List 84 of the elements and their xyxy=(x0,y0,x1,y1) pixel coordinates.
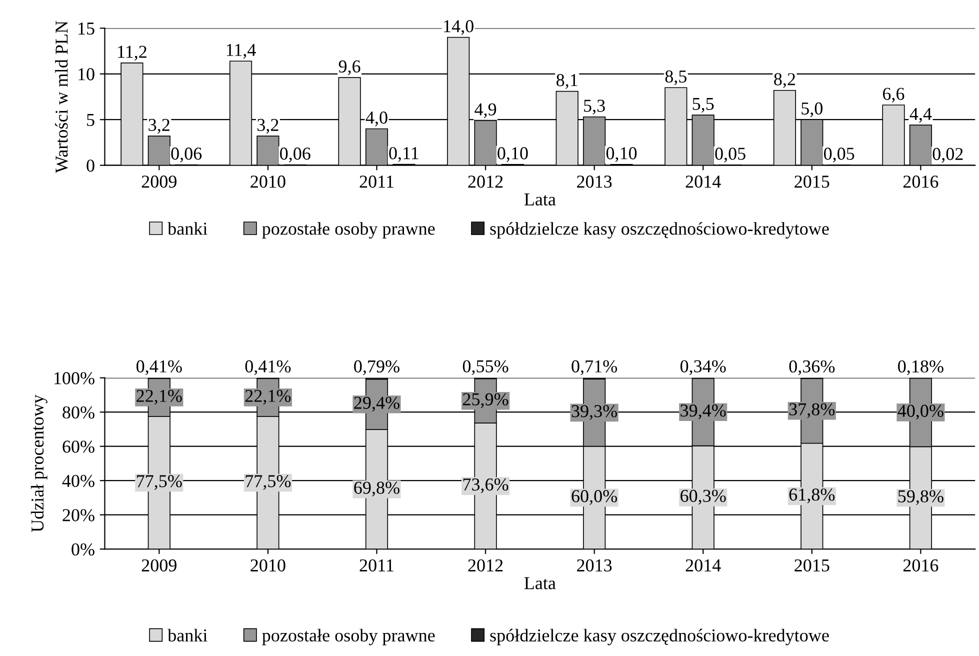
data-label: 0,10 xyxy=(498,147,528,162)
data-label: 0,36% xyxy=(789,360,835,376)
x-axis-title: Lata xyxy=(524,577,556,590)
data-label: 8,5 xyxy=(665,70,686,86)
data-label: 69,8% xyxy=(354,482,400,496)
data-label: 3,2 xyxy=(148,118,170,134)
data-label: 25,9% xyxy=(462,393,508,408)
data-label: 11,2 xyxy=(118,46,146,60)
data-label: 0,18% xyxy=(898,360,944,376)
data-label: 0,10 xyxy=(606,147,637,162)
data-label: 14,0 xyxy=(444,20,474,35)
data-label: 0,55% xyxy=(462,360,508,375)
x-tick-label: 2009 xyxy=(142,559,176,572)
y-tick-label: 40% xyxy=(62,474,94,488)
data-label: 6,6 xyxy=(882,88,904,103)
y-tick-label: 15 xyxy=(78,22,94,35)
x-tick-label: 2016 xyxy=(903,176,938,188)
data-label: 77,5% xyxy=(246,475,291,490)
y-tick-label: 0% xyxy=(72,543,94,556)
x-axis-title: Lata xyxy=(524,194,556,206)
x-tick-label: 2014 xyxy=(686,559,721,572)
x-tick-label: 2013 xyxy=(577,559,612,572)
y-tick-label: 0 xyxy=(86,160,94,172)
data-label: 9,6 xyxy=(338,60,360,76)
data-label: 29,4% xyxy=(354,396,400,412)
x-tick-label: 2009 xyxy=(142,176,176,188)
data-label: 0,71% xyxy=(572,360,618,376)
y-tick-label: 60% xyxy=(62,440,94,453)
data-label: 0,79% xyxy=(354,360,400,376)
data-label: 22,1% xyxy=(245,390,291,405)
y-tick-label: 100% xyxy=(54,372,94,384)
data-label: 0,41% xyxy=(245,360,291,376)
data-label: 73,6% xyxy=(463,478,508,494)
data-label: 22,1% xyxy=(136,390,182,405)
x-tick-label: 2015 xyxy=(794,559,830,572)
x-tick-label: 2011 xyxy=(360,559,394,572)
data-label: 61,8% xyxy=(789,488,835,504)
data-label: 4,9 xyxy=(474,103,496,118)
data-label: 5,5 xyxy=(692,98,714,113)
data-label: 8,1 xyxy=(556,74,578,89)
data-label: 3,2 xyxy=(258,118,278,134)
data-label: 40,0% xyxy=(898,404,944,420)
x-tick-label: 2013 xyxy=(577,176,612,188)
data-label: 5,3 xyxy=(584,100,605,114)
y-tick-label: 5 xyxy=(87,114,94,126)
x-tick-label: 2014 xyxy=(686,176,721,188)
data-label: 0,06 xyxy=(280,148,310,162)
data-label: 37,8% xyxy=(789,403,835,418)
data-label: 39,4% xyxy=(680,404,726,420)
x-tick-label: 2016 xyxy=(903,559,938,572)
legend-label: banki xyxy=(168,628,208,642)
x-tick-label: 2015 xyxy=(794,176,830,188)
data-label: 0,05 xyxy=(715,148,746,162)
data-label: 8,2 xyxy=(774,73,795,88)
x-tick-label: 2010 xyxy=(250,176,286,188)
data-label: 39,3% xyxy=(572,405,618,420)
data-label: 59,8% xyxy=(898,490,944,505)
x-tick-label: 2012 xyxy=(468,559,503,572)
data-label: 11,4 xyxy=(226,44,256,59)
legend-label: pozostałe osoby prawne xyxy=(262,222,435,239)
x-tick-label: 2012 xyxy=(468,176,503,188)
data-label: 0,05 xyxy=(824,148,854,162)
legend-label: spółdzielcze kasy oszczędnościowo-kredytowe xyxy=(490,628,829,646)
data-label: 60,3% xyxy=(680,490,726,505)
data-label: 4,4 xyxy=(910,108,932,123)
data-label: 77,5% xyxy=(137,475,182,490)
y-tick-label: 10 xyxy=(78,68,94,80)
y-tick-label: 20% xyxy=(62,509,94,522)
data-label: 0,11 xyxy=(389,147,418,162)
legend-label: pozostałe osoby prawne xyxy=(262,628,435,646)
data-label: 60,0% xyxy=(572,490,618,505)
y-axis-title: Udział procentowy xyxy=(30,394,48,532)
y-tick-label: 80% xyxy=(62,406,94,419)
data-label: 0,41% xyxy=(136,360,182,376)
legend-label: banki xyxy=(168,222,208,235)
legend-label: spółdzielcze kasy oszczędnościowo-kredytowe xyxy=(490,222,829,239)
data-label: 4,0 xyxy=(366,112,388,126)
data-label: 0,06 xyxy=(171,148,202,162)
data-label: 5,0 xyxy=(802,102,822,118)
x-tick-label: 2011 xyxy=(360,176,394,188)
data-label: 0,02 xyxy=(932,148,963,163)
x-tick-label: 2010 xyxy=(250,559,286,572)
y-axis-title: Wartości w mld PLN xyxy=(55,20,68,173)
data-label: 0,34% xyxy=(680,360,726,376)
